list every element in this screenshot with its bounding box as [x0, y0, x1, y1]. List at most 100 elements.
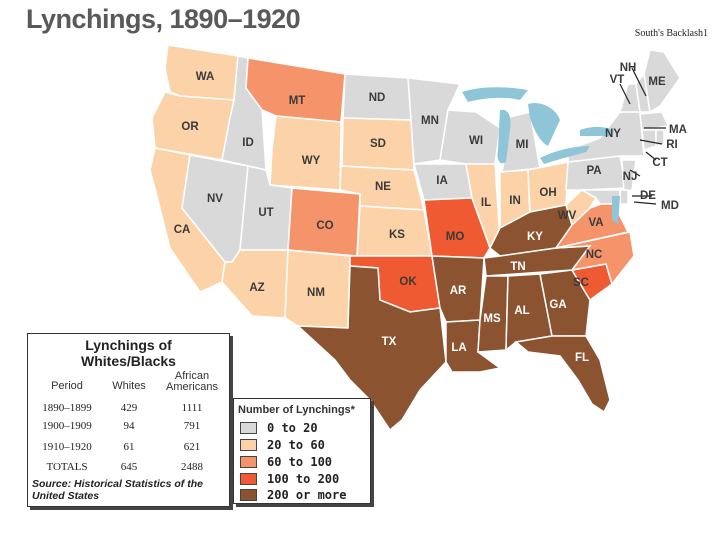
- cell-african-americans: 791: [183, 420, 201, 432]
- label-wy: WY: [302, 155, 321, 167]
- legend-item: 100 to 200: [240, 472, 339, 486]
- label-oh: OH: [539, 187, 556, 199]
- label-md: MD: [661, 200, 679, 212]
- label-ga: GA: [549, 299, 566, 311]
- label-va: VA: [588, 217, 603, 229]
- label-ri: RI: [666, 139, 678, 151]
- label-tn: TN: [510, 261, 525, 273]
- label-mo: MO: [446, 231, 465, 243]
- legend-swatch: [240, 422, 257, 434]
- state-de: [619, 189, 629, 205]
- legend-label: 20 to 60: [267, 438, 325, 452]
- legend-swatch: [240, 456, 257, 468]
- legend-label: 0 to 20: [267, 421, 318, 435]
- table-title: Lynchings of Whites/Blacks: [28, 337, 229, 369]
- label-pa: PA: [586, 165, 601, 177]
- state-nj: [621, 159, 637, 193]
- legend-item: 200 or more: [240, 488, 346, 502]
- label-id: ID: [242, 137, 254, 149]
- label-sc: SC: [573, 277, 589, 289]
- label-me: ME: [648, 76, 666, 88]
- label-ct: CT: [652, 157, 667, 169]
- label-ks: KS: [389, 229, 405, 241]
- state-wy: [269, 115, 342, 191]
- label-il: IL: [481, 197, 491, 209]
- table-source: Source: Historical Statistics of the Uni…: [32, 478, 203, 502]
- label-nj: NJ: [623, 171, 638, 183]
- map-title: Lynchings, 1890–1920: [26, 4, 301, 34]
- cell-period: TOTALS: [46, 461, 88, 473]
- state-me: [643, 49, 681, 114]
- state-ma: [639, 111, 670, 131]
- lake-huron: [528, 102, 560, 146]
- legend-item: 0 to 20: [240, 421, 318, 435]
- label-ms: MS: [483, 313, 501, 325]
- label-in: IN: [509, 195, 521, 207]
- state-ct: [641, 129, 657, 152]
- label-ma: MA: [669, 124, 687, 136]
- state-nc: [555, 231, 635, 286]
- label-nv: NV: [207, 193, 223, 205]
- lake-erie: [540, 146, 590, 164]
- label-sd: SD: [370, 138, 386, 150]
- corner-note: South's Backlash1: [634, 28, 708, 39]
- label-nm: NM: [307, 287, 325, 299]
- label-vt: VT: [610, 74, 625, 86]
- state-wv: [565, 189, 598, 227]
- label-ok: OK: [399, 276, 417, 288]
- state-fl: [514, 335, 611, 414]
- lake-ontario: [580, 127, 614, 136]
- label-ar: AR: [450, 285, 467, 297]
- legend-item: 20 to 60: [240, 438, 325, 452]
- label-mn: MN: [421, 115, 439, 127]
- lake-michigan: [497, 109, 511, 164]
- lynchings-table: Lynchings of Whites/Blacks Period Whites…: [27, 333, 230, 507]
- state-tx: [295, 265, 447, 432]
- pointer-lines: [619, 67, 666, 205]
- header-african-americans: African Americans: [166, 370, 218, 393]
- state-md: [579, 189, 621, 205]
- state-ga: [539, 269, 591, 337]
- state-ri: [655, 129, 665, 147]
- cell-period: 1900–1909: [42, 420, 92, 432]
- chesapeake-bay: [612, 196, 620, 224]
- label-nh: NH: [620, 62, 637, 74]
- map-legend: Number of Lynchings* 0 to 20 20 to 60 60…: [233, 398, 371, 504]
- header-whites: Whites: [112, 380, 146, 392]
- legend-title: Number of Lynchings*: [238, 404, 355, 416]
- state-mo: [423, 197, 491, 259]
- label-la: LA: [451, 342, 466, 354]
- cell-period: 1890–1899: [42, 402, 92, 414]
- lake-superior: [462, 87, 528, 102]
- label-ne: NE: [375, 181, 391, 193]
- cell-whites: 94: [123, 420, 135, 432]
- legend-label: 100 to 200: [267, 472, 340, 486]
- label-ny: NY: [605, 128, 621, 140]
- label-az: AZ: [249, 282, 264, 294]
- cell-african-americans: 1111: [181, 402, 203, 414]
- legend-label: 200 or more: [267, 488, 347, 502]
- state-ms: [477, 275, 509, 353]
- label-de: DE: [640, 190, 656, 202]
- table-title-line2: Whites/Blacks: [81, 353, 176, 369]
- label-ia: IA: [436, 175, 448, 187]
- label-mi: MI: [516, 139, 529, 151]
- label-nd: ND: [369, 92, 386, 104]
- cell-whites: 429: [120, 402, 138, 414]
- label-mt: MT: [289, 95, 306, 107]
- legend-swatch: [240, 489, 257, 501]
- header-period: Period: [51, 380, 83, 392]
- label-fl: FL: [575, 352, 589, 364]
- legend-swatch: [240, 439, 257, 451]
- legend-label: 60 to 100: [267, 455, 333, 469]
- label-wv: WV: [558, 210, 577, 222]
- label-co: CO: [316, 220, 333, 232]
- cell-whites: 645: [120, 461, 138, 473]
- label-or: OR: [181, 121, 199, 133]
- table-title-line1: Lynchings of: [85, 337, 172, 353]
- cell-african-americans: 2488: [181, 461, 203, 473]
- label-al: AL: [514, 305, 529, 317]
- label-ut: UT: [258, 207, 273, 219]
- label-nc: NC: [586, 249, 603, 261]
